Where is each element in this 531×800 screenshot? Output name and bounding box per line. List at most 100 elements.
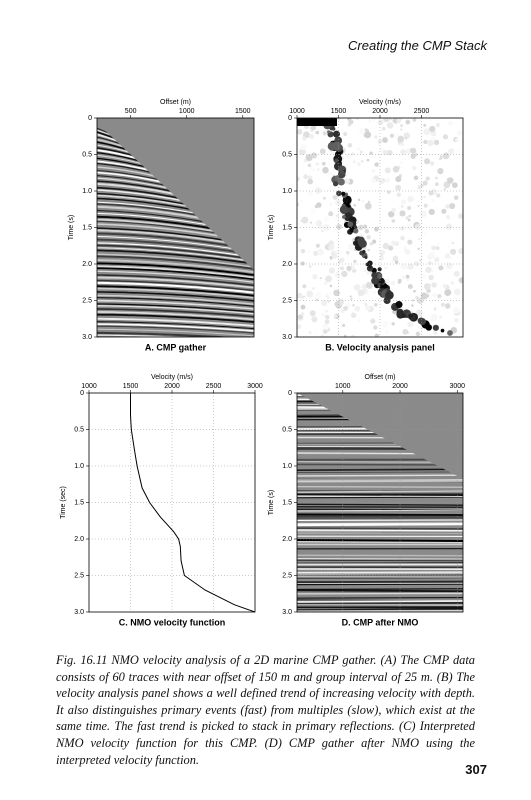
panel-caption: C. NMO velocity function [119,617,226,627]
speckle [411,299,415,302]
speckle [441,302,445,307]
seismic-event [297,522,463,525]
seismic-event [97,287,254,299]
speckle [403,246,407,250]
seismic-event [97,244,254,261]
speckle [435,245,440,250]
semblance-blob [401,313,406,318]
seismic-event [97,323,254,332]
seismic-event [97,247,254,263]
running-header: Creating the CMP Stack [348,38,487,53]
x-axis-label: Velocity (m/s) [151,374,193,381]
speckle [453,306,459,313]
semblance-blob [432,324,439,331]
speckle [297,314,303,320]
seismic-event [97,325,254,334]
seismic-event [297,471,463,473]
speckle [400,263,407,270]
speckle [380,253,384,257]
speckle [435,306,440,311]
speckle [312,287,315,290]
speckle [434,153,440,160]
speckle [300,304,306,310]
seismic-event [97,303,254,313]
x-tick-label: 2000 [164,383,180,390]
speckle [390,240,396,246]
speckle [364,304,371,311]
speckle [343,334,347,337]
speckle [315,221,319,226]
speckle [381,126,386,131]
speckle [307,190,313,196]
speckle [452,182,458,188]
speckle [371,169,376,173]
seismic-event [297,588,463,591]
speckle [370,318,376,324]
speckle [384,177,391,184]
seismic-event [297,509,463,512]
speckle [311,316,318,323]
speckle [300,261,305,266]
seismic-event [97,249,254,265]
speckle [384,329,389,334]
speckle [396,118,402,124]
speckle [297,238,302,242]
speckle [334,250,339,255]
y-tick-label: 0.5 [282,151,292,158]
semblance-blob [377,273,383,279]
speckle [391,219,396,223]
speckle [382,137,388,144]
speckle [428,252,435,259]
seismic-event [97,267,254,281]
speckle [310,152,318,159]
speckle [323,224,330,231]
speckle [389,133,395,138]
speckle [400,161,403,164]
speckle [391,322,395,326]
speckle [328,244,335,251]
speckle [425,293,430,298]
semblance-blob [362,250,366,254]
speckle [297,176,300,182]
speckle [364,202,372,210]
speckle [312,264,315,267]
speckle [309,126,313,130]
semblance-blob [347,221,354,228]
speckle [345,153,352,159]
speckle [430,314,437,321]
speckle [402,328,409,335]
speckle [423,203,428,208]
speckle [427,139,434,147]
panel: 1000 1500 2000 2500 3000 0 0.5 1.0 1.5 2.0 2.5 3.0 V… [60,374,263,628]
speckle [401,275,406,280]
semblance-blob [447,330,453,336]
speckle [406,331,409,334]
speckle [368,120,371,123]
velocity-line [130,393,256,613]
speckle [321,300,328,307]
speckle [425,176,430,181]
seismic-event [97,321,254,330]
speckle [431,270,434,273]
speckle [310,208,316,214]
speckle [307,163,312,168]
speckle [311,125,317,131]
speckle [354,305,361,312]
speckle [429,125,436,133]
y-tick-label: 1.0 [82,188,92,195]
speckle [442,283,447,289]
speckle [366,235,371,240]
seismic-event [97,265,254,279]
y-tick-label: 1.5 [74,499,84,506]
speckle [382,149,388,156]
speckle [352,160,356,164]
seismic-event [97,242,254,258]
speckle [456,226,462,232]
speckle [344,178,350,185]
speckle [332,216,337,222]
speckle [434,206,438,210]
panel: 1000 2000 3000 0 0.5 1.0 1.5 2.0 2.5 3.0 Offset (m… [268,374,465,628]
speckle [315,130,320,135]
speckle [444,303,451,309]
